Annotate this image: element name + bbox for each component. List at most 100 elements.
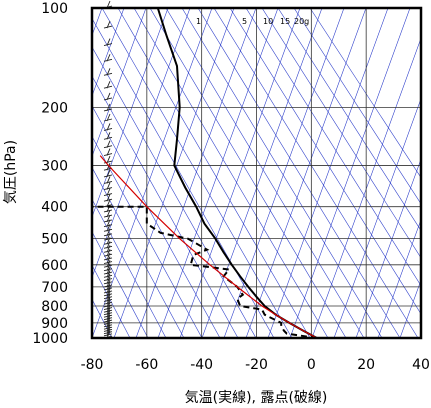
isotherm-line bbox=[377, 218, 421, 338]
y-tick-label: 500 bbox=[41, 232, 68, 248]
wind-barb bbox=[103, 270, 113, 278]
isotherm-line bbox=[311, 37, 421, 338]
wind-barb bbox=[103, 103, 113, 112]
wind-barb bbox=[103, 299, 113, 308]
wind-barb bbox=[103, 256, 113, 265]
x-axis-label: 気温(実線), 露点(破線) bbox=[185, 390, 328, 406]
wind-barb bbox=[103, 232, 113, 241]
series-group bbox=[92, 8, 318, 338]
wind-barb bbox=[103, 266, 113, 275]
y-tick-label: 1000 bbox=[32, 331, 68, 347]
x-tick-label: 0 bbox=[307, 357, 316, 373]
adiabat-line bbox=[229, 8, 421, 315]
wind-barb bbox=[103, 245, 113, 253]
wind-barb bbox=[103, 81, 113, 89]
wind-barb bbox=[103, 188, 113, 196]
adiabat-line bbox=[101, 8, 293, 338]
wind-barb bbox=[103, 294, 113, 302]
adiabat-line bbox=[245, 8, 421, 287]
adiabat-line bbox=[181, 8, 383, 338]
wind-barb bbox=[103, 307, 113, 316]
adiabat-line bbox=[309, 8, 421, 179]
wind-barb bbox=[103, 276, 113, 285]
wind-barb bbox=[103, 68, 113, 76]
wind-barb bbox=[103, 140, 113, 149]
wind-barb bbox=[103, 228, 113, 237]
y-tick-label: 300 bbox=[41, 158, 68, 174]
isotherm-line bbox=[92, 8, 169, 218]
mixing-ratio-label: 20g bbox=[294, 17, 309, 26]
mixing-ratio-label: 10 bbox=[263, 17, 273, 26]
isotherm-line bbox=[355, 158, 421, 338]
wind-barb bbox=[103, 148, 113, 156]
adiabat-line bbox=[92, 46, 257, 338]
y-tick-label: 600 bbox=[41, 258, 68, 274]
y-tick-label: 800 bbox=[41, 299, 68, 315]
isotherm-line bbox=[399, 279, 421, 338]
adiabat-line bbox=[213, 8, 419, 338]
wind-barb bbox=[103, 155, 113, 164]
isotherm-line bbox=[333, 97, 421, 338]
isotherm-line bbox=[267, 8, 389, 338]
x-tick-label: 20 bbox=[357, 357, 375, 373]
isotherm-line bbox=[179, 8, 301, 338]
wind-barbs bbox=[103, 0, 113, 339]
wind-barb bbox=[103, 282, 113, 291]
isotherm-line bbox=[157, 8, 279, 338]
wind-barb bbox=[103, 237, 113, 245]
wind-barb bbox=[103, 263, 113, 272]
wind-barb bbox=[103, 20, 113, 29]
wind-barb bbox=[103, 241, 113, 249]
wind-barb bbox=[103, 279, 113, 288]
mixing-ratio-labels: 1 5 10 15 20g bbox=[196, 17, 309, 26]
wind-barb bbox=[103, 38, 113, 47]
mixing-ratio-label: 1 bbox=[196, 17, 201, 26]
wind-barb bbox=[103, 273, 113, 282]
adiabat-line bbox=[261, 8, 421, 259]
wind-barb bbox=[103, 302, 113, 310]
isotherm-line bbox=[92, 8, 213, 338]
adiabat-line bbox=[149, 8, 347, 338]
adiabat-line bbox=[92, 17, 275, 338]
adiabat-line bbox=[165, 8, 365, 338]
wind-barb bbox=[103, 252, 113, 261]
y-tick-label: 900 bbox=[41, 316, 68, 332]
adiabat-line bbox=[117, 8, 311, 338]
x-tick-label: -20 bbox=[245, 357, 268, 373]
wind-barb bbox=[103, 54, 113, 62]
wind-barb bbox=[103, 169, 113, 178]
wind-barb bbox=[103, 219, 113, 228]
y-tick-label: 700 bbox=[41, 280, 68, 296]
grid bbox=[91, 7, 422, 339]
parcel-path-line bbox=[99, 155, 318, 338]
adiabat-line bbox=[92, 198, 167, 338]
adiabat-line bbox=[277, 8, 421, 232]
adiabat-line bbox=[92, 105, 221, 338]
wind-barb bbox=[103, 291, 113, 300]
isotherm-line bbox=[201, 8, 323, 338]
wind-barb bbox=[103, 224, 113, 232]
x-tick-labels: -80 -60 -40 -20 0 20 40 bbox=[81, 357, 430, 373]
isotherm-line bbox=[422, 8, 431, 338]
mixing-ratio-label: 15 bbox=[280, 17, 290, 26]
isotherm-line bbox=[92, 8, 147, 158]
isotherm-line bbox=[135, 8, 257, 338]
x-tick-label: -60 bbox=[135, 357, 158, 373]
adiabat-line bbox=[92, 166, 185, 338]
background-lines bbox=[92, 8, 431, 338]
wind-barb bbox=[103, 285, 113, 294]
adiabat-line bbox=[293, 8, 421, 205]
wind-barb bbox=[103, 92, 113, 101]
plot-frame bbox=[90, 6, 423, 340]
y-tick-label: 200 bbox=[41, 100, 68, 116]
wind-barb bbox=[103, 199, 113, 208]
x-tick-label: -40 bbox=[190, 357, 213, 373]
x-tick-label: 40 bbox=[412, 357, 430, 373]
wind-barb bbox=[103, 113, 113, 122]
isotherm-line bbox=[245, 8, 367, 338]
y-axis-label: 気圧(hPa) bbox=[3, 140, 19, 204]
x-tick-label: -80 bbox=[81, 357, 104, 373]
wind-barb bbox=[103, 297, 113, 305]
adiabat-line bbox=[133, 8, 329, 338]
